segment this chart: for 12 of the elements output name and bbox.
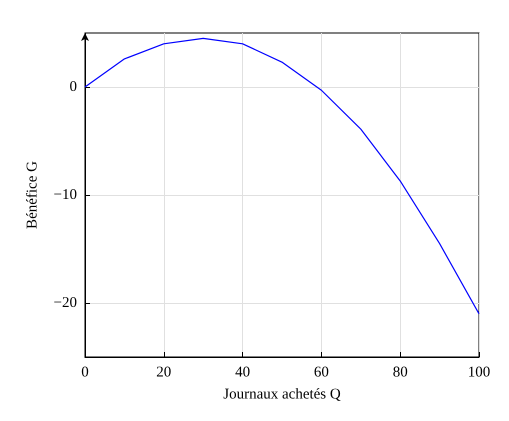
y-tick-label: −10 bbox=[54, 187, 77, 203]
y-tick-label: −20 bbox=[54, 295, 77, 311]
x-tick-label: 100 bbox=[468, 364, 490, 380]
x-tick-label: 80 bbox=[392, 364, 408, 380]
y-tick-label: 0 bbox=[70, 79, 77, 95]
x-tick-label: 40 bbox=[235, 364, 250, 380]
x-tick-label: 20 bbox=[156, 364, 172, 380]
x-tick-label: 60 bbox=[314, 364, 329, 380]
line-series bbox=[84, 38, 480, 314]
x-axis-title: Journaux achetés Q bbox=[223, 386, 341, 402]
x-tick-label: 0 bbox=[81, 364, 89, 380]
y-axis-title: Bénéfice G bbox=[24, 160, 40, 229]
